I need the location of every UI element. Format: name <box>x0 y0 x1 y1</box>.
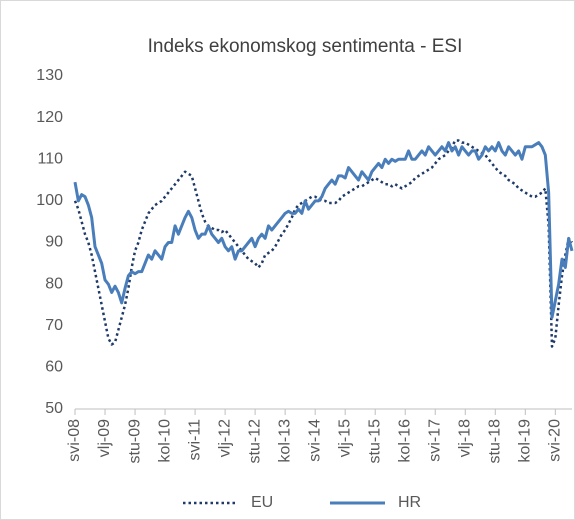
x-tick-label: stu-12 <box>246 419 263 464</box>
x-tick-label: stu-18 <box>487 419 504 464</box>
x-tick-label: kol-13 <box>276 419 293 463</box>
y-tick-label: 50 <box>45 400 63 417</box>
x-tick-label: kol-19 <box>517 419 534 463</box>
y-tick-label: 130 <box>36 67 63 84</box>
y-tick-label: 90 <box>45 234 63 251</box>
x-tick-label: kol-16 <box>396 419 413 463</box>
y-tick-label: 100 <box>36 192 63 209</box>
y-tick-label: 60 <box>45 359 63 376</box>
x-tick-label: kol-10 <box>156 419 173 463</box>
y-tick-label: 110 <box>37 150 63 167</box>
x-tick-label: svi-14 <box>306 419 323 462</box>
chart-title: Indeks ekonomskog sentimenta - ESI <box>148 36 463 57</box>
y-tick-label: 70 <box>45 317 63 334</box>
legend-label: HR <box>398 494 421 511</box>
x-tick-label: svi-20 <box>547 419 564 462</box>
legend-label: EU <box>251 494 273 511</box>
x-tick-label: vlj-09 <box>96 419 113 457</box>
x-tick-label: vlj-15 <box>336 419 353 457</box>
x-tick-label: svi-08 <box>66 419 83 462</box>
series-line <box>73 139 573 348</box>
x-tick-label: svi-11 <box>186 419 203 461</box>
x-tick-label: vlj-12 <box>216 419 233 457</box>
y-tick-label: 80 <box>45 275 63 292</box>
x-tick-label: vlj-18 <box>456 419 473 457</box>
x-tick-label: svi-17 <box>426 419 443 462</box>
x-tick-label: stu-15 <box>366 419 383 464</box>
series-line <box>73 141 574 319</box>
x-tick-label: stu-09 <box>126 419 143 464</box>
y-tick-label: 120 <box>36 109 63 126</box>
